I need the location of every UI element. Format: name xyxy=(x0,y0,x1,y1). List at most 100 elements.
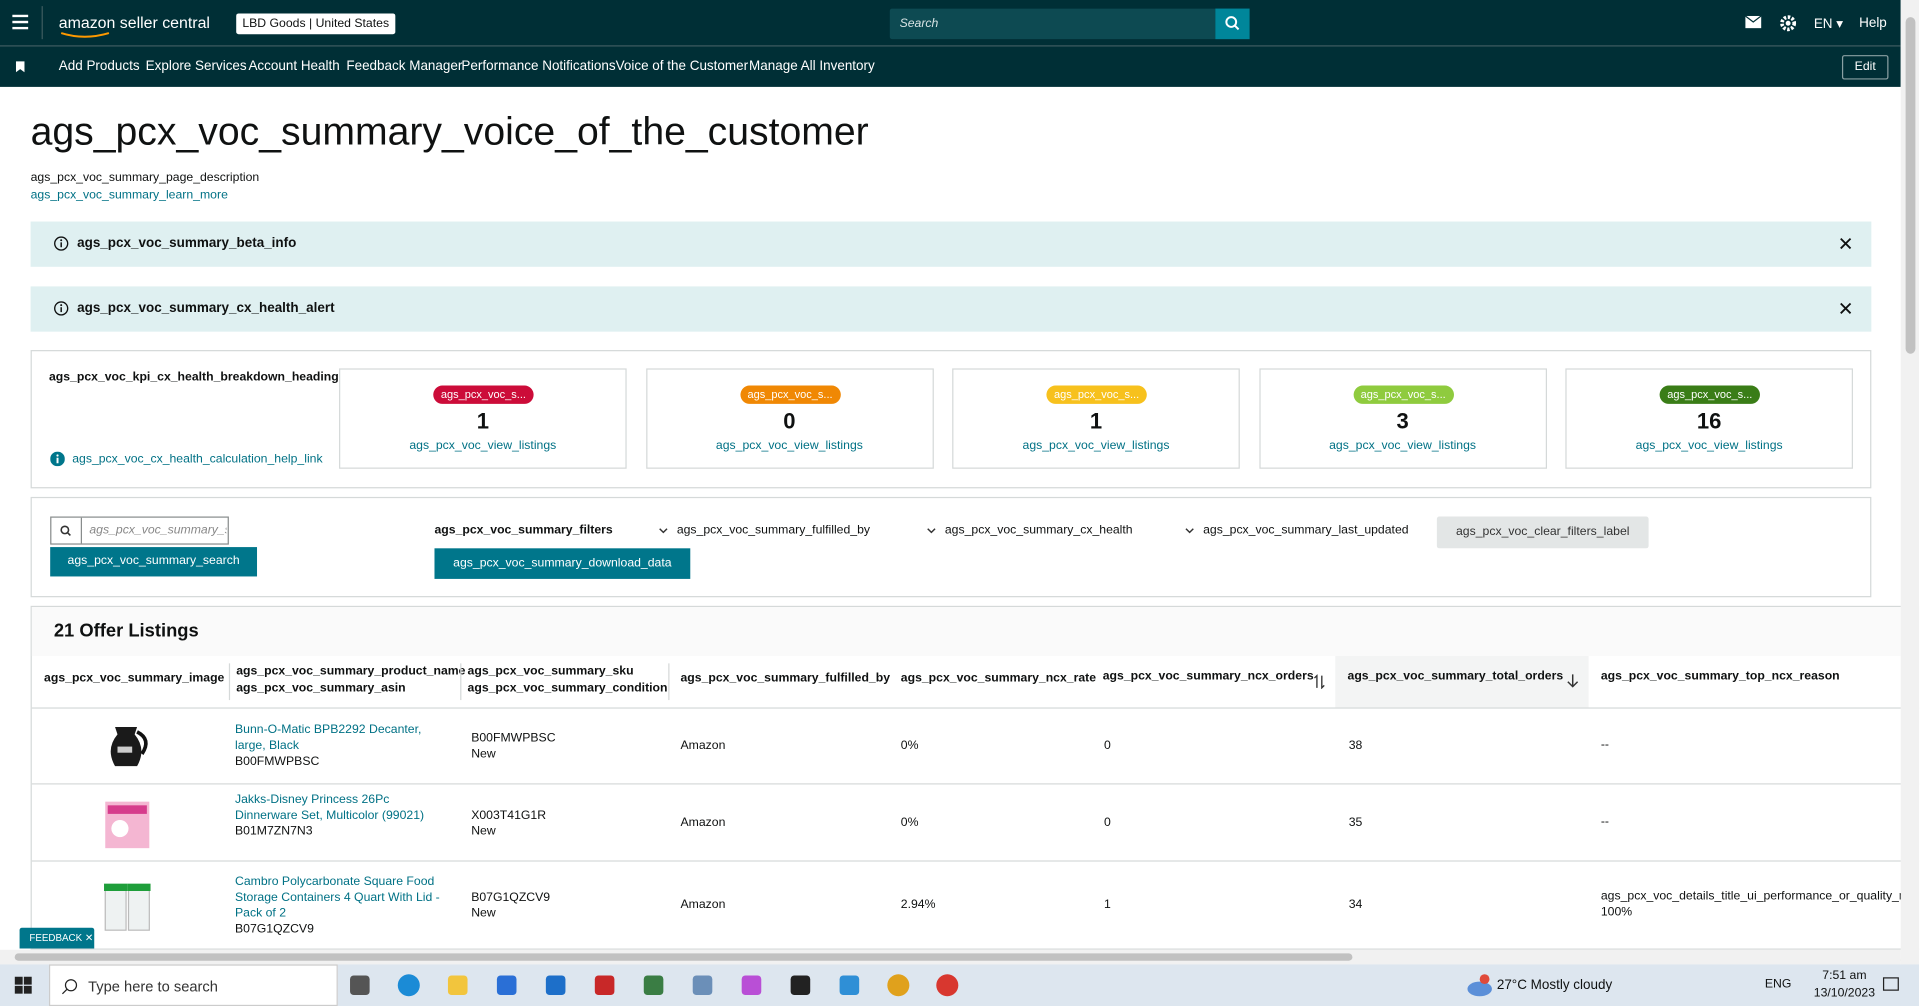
product-name-link[interactable]: Bunn-O-Matic BPB2292 Decanter, large, Bl… xyxy=(234,723,422,753)
weather-icon xyxy=(1467,974,1492,997)
search-input[interactable]: ags_pcx_voc_summary_s xyxy=(50,516,229,545)
search-button[interactable]: ags_pcx_voc_summary_search xyxy=(50,547,258,577)
taskbar-app[interactable] xyxy=(935,973,959,997)
bookmark-icon[interactable] xyxy=(15,61,26,73)
input-language[interactable]: ENG xyxy=(1764,977,1792,992)
store-selector[interactable]: LBD Goods | United States xyxy=(236,13,396,35)
scroll-thumb[interactable] xyxy=(14,953,1353,961)
health-badge: ags_pcx_voc_s... xyxy=(1659,385,1760,404)
region: United States xyxy=(315,17,390,31)
kpi-count: 3 xyxy=(1396,408,1409,434)
lid xyxy=(104,883,128,891)
notifications-icon[interactable] xyxy=(1882,977,1899,994)
brand[interactable]: amazon seller central xyxy=(58,13,210,32)
health-badge: ags_pcx_voc_s... xyxy=(1353,385,1454,404)
asin: B07G1QZCV9 xyxy=(234,922,314,937)
alert-text: ags_pcx_voc_summary_cx_health_alert xyxy=(77,301,335,316)
header-bg xyxy=(1335,656,1589,708)
download-button[interactable]: ags_pcx_voc_summary_download_data xyxy=(434,548,691,579)
start-button[interactable] xyxy=(14,976,32,994)
condition: New xyxy=(471,906,496,921)
view-listings-link[interactable]: ags_pcx_voc_view_listings xyxy=(409,439,557,453)
product-name-link[interactable]: Jakks-Disney Princess 26Pc Dinnerware Se… xyxy=(234,792,425,822)
info-icon xyxy=(54,301,69,316)
learn-more-link[interactable]: ags_pcx_voc_summary_learn_more xyxy=(30,188,228,202)
search-button[interactable] xyxy=(1215,8,1250,40)
nav-item[interactable]: Feedback Manager xyxy=(346,58,463,74)
mail-icon[interactable] xyxy=(1745,15,1762,29)
menu-icon[interactable] xyxy=(12,14,29,30)
container xyxy=(104,887,127,931)
taskbar-app[interactable] xyxy=(494,973,518,997)
product-image xyxy=(105,801,150,848)
product-cell: Bunn-O-Matic BPB2292 Decanter, large, Bl… xyxy=(235,722,453,770)
kpi-count: 0 xyxy=(783,408,796,434)
fulfilled-by: Amazon xyxy=(680,738,726,753)
header-rule xyxy=(31,707,1920,709)
edit-button[interactable]: Edit xyxy=(1841,55,1889,80)
taskbar-app[interactable] xyxy=(739,973,763,997)
search-box[interactable]: Search xyxy=(889,8,1216,40)
column-header[interactable]: ags_pcx_voc_summary_ncx_orders xyxy=(1102,669,1314,683)
taskbar-app[interactable] xyxy=(641,973,665,997)
feedback-tab[interactable]: FEEDBACK ✕ xyxy=(19,927,95,949)
kpi-card: ags_pcx_voc_s... 16 ags_pcx_voc_view_listi… xyxy=(1565,368,1853,469)
total-orders: 35 xyxy=(1348,815,1363,830)
help[interactable]: Help xyxy=(1859,15,1887,31)
taskbar-app[interactable] xyxy=(543,973,567,997)
view-listings-link[interactable]: ags_pcx_voc_view_listings xyxy=(1022,439,1170,453)
close-icon[interactable] xyxy=(1840,237,1852,250)
view-listings-link[interactable]: ags_pcx_voc_view_listings xyxy=(715,439,863,453)
horizontal-scrollbar[interactable] xyxy=(0,949,1901,965)
sort-arrow xyxy=(1567,674,1579,688)
taskbar-app[interactable] xyxy=(397,973,421,997)
top-ncx-reason: ags_pcx_voc_details_title_ui_performance… xyxy=(1600,889,1913,904)
app-icon xyxy=(936,974,959,997)
nav-item[interactable]: Voice of the Customer xyxy=(615,58,749,74)
vertical-scrollbar[interactable] xyxy=(1900,0,1920,965)
view-listings-link[interactable]: ags_pcx_voc_view_listings xyxy=(1329,439,1477,453)
product-name-link[interactable]: Cambro Polycarbonate Square Food Storage… xyxy=(234,875,440,921)
language-selector[interactable]: EN ▾ xyxy=(1813,17,1844,32)
close-icon[interactable] xyxy=(1840,302,1852,314)
help-link[interactable]: ags_pcx_voc_cx_health_calculation_help_l… xyxy=(72,452,323,467)
taskbar-app[interactable] xyxy=(690,973,714,997)
taskbar-app[interactable] xyxy=(592,973,616,997)
chevron xyxy=(659,528,668,534)
info-bar xyxy=(60,242,62,248)
clear-filters-button[interactable]: ags_pcx_voc_clear_filters_label xyxy=(1436,516,1649,549)
taskbar-app[interactable] xyxy=(788,973,812,997)
app-icon xyxy=(350,975,370,996)
condition: New xyxy=(471,824,496,838)
kpi-card: ags_pcx_voc_s... 0 ags_pcx_voc_view_listin… xyxy=(645,368,934,469)
taskbar-app[interactable] xyxy=(445,973,469,997)
health-badge: ags_pcx_voc_s... xyxy=(739,385,841,404)
product-image xyxy=(104,883,151,931)
clock[interactable]: 7:51 am 13/10/2023 xyxy=(1810,969,1879,1000)
weather[interactable]: 27°C Mostly cloudy xyxy=(1497,978,1612,993)
search-icon xyxy=(60,525,71,537)
scroll-thumb[interactable] xyxy=(1905,17,1916,354)
app-icon xyxy=(692,975,713,996)
nav-item[interactable]: Account Health xyxy=(248,58,340,74)
taskbar-app[interactable] xyxy=(348,973,372,997)
view-listings-link[interactable]: ags_pcx_voc_view_listings xyxy=(1635,439,1783,453)
nav-item[interactable]: Performance Notifications xyxy=(461,58,616,74)
nav-item[interactable]: Add Products xyxy=(58,58,140,74)
nav-item[interactable]: Explore Services xyxy=(145,58,247,74)
taskbar-search[interactable]: Type here to search xyxy=(48,964,338,1006)
product-cell: Cambro Polycarbonate Square Food Storage… xyxy=(235,874,453,938)
app-icon xyxy=(741,975,762,996)
app-icon xyxy=(397,974,420,997)
kpi-card: ags_pcx_voc_s... 3 ags_pcx_voc_view_listin… xyxy=(1258,368,1547,469)
nav-item[interactable]: Manage All Inventory xyxy=(749,58,875,74)
taskbar-app[interactable] xyxy=(886,973,910,997)
column-header[interactable]: ags_pcx_voc_summary_total_orders xyxy=(1347,669,1564,683)
alert: ags_pcx_voc_summary_cx_health_alert xyxy=(30,286,1872,332)
taskbar-app[interactable] xyxy=(837,973,861,997)
info-dot xyxy=(60,239,63,242)
image-cell xyxy=(32,879,228,933)
top-ncx-reason: 100% xyxy=(1600,905,1633,920)
settings-icon[interactable] xyxy=(1780,15,1797,32)
chevron-path xyxy=(659,528,668,534)
